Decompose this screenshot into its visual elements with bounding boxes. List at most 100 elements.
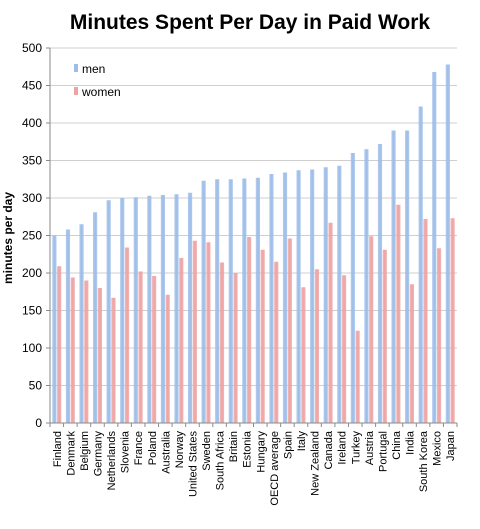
x-tick-label: Netherlands: [106, 431, 118, 491]
bar-women: [301, 287, 306, 423]
bar-women: [314, 269, 320, 423]
bar-women: [423, 219, 428, 423]
bar-women: [382, 249, 387, 423]
bar-men: [215, 179, 220, 423]
legend-label-men: men: [82, 62, 105, 76]
bar-men: [106, 200, 111, 423]
bar-men: [323, 167, 328, 423]
x-tick-labels: Finland Denmark Belgium Germany Netherlands S…: [52, 430, 457, 505]
bar-women: [436, 248, 442, 423]
bar-women: [396, 204, 401, 423]
y-tick-label: 350: [22, 154, 42, 168]
x-tick-label: Hungary: [255, 431, 267, 473]
bar-women: [84, 280, 89, 423]
bar-men: [242, 178, 247, 423]
bar-men: [160, 195, 166, 423]
bar-women: [152, 276, 157, 423]
x-tick-label: Norway: [174, 431, 186, 469]
x-tick-label: Japan: [445, 431, 457, 461]
y-tick-labels: 0 50 100 150 200 250 300 350 400 450 500: [22, 41, 42, 430]
x-tick-label: Sweden: [201, 431, 213, 471]
x-tick-label: Ireland: [337, 431, 349, 465]
x-tick-label: Mexico: [432, 431, 444, 466]
bar-men: [445, 64, 450, 423]
bar-men: [350, 153, 355, 423]
legend-swatch-women: [74, 87, 78, 95]
legend: men women: [74, 62, 121, 99]
bars: [52, 64, 455, 423]
bar-women: [219, 262, 225, 423]
bar-women: [450, 218, 455, 423]
bar-women: [341, 275, 347, 423]
bar-men: [296, 170, 301, 423]
bar-men: [133, 197, 138, 423]
bar-women: [369, 236, 374, 423]
y-tick-label: 300: [22, 191, 42, 205]
y-axis-label: minutes per day: [1, 192, 15, 284]
chart-title: Minutes Spent Per Day in Paid Work: [70, 11, 431, 34]
bar-men: [120, 198, 125, 423]
bar-women: [124, 247, 130, 423]
bar-men: [282, 172, 288, 423]
bar-men: [337, 165, 342, 423]
bar-women: [260, 249, 265, 423]
y-tick-label: 0: [35, 416, 42, 430]
x-tick-label: France: [133, 431, 145, 465]
bar-women: [111, 297, 116, 423]
bar-women: [57, 266, 62, 423]
x-tick-label: South Africa: [215, 430, 227, 490]
bar-women: [233, 273, 238, 423]
x-tick-label: Germany: [92, 431, 104, 477]
bar-men: [418, 106, 423, 423]
bar-women: [179, 258, 184, 423]
bar-men: [174, 194, 179, 423]
y-tick-label: 50: [29, 379, 43, 393]
bar-men: [377, 144, 383, 423]
x-tick-label: Britain: [228, 431, 240, 462]
bar-men: [432, 72, 437, 423]
axes: [49, 48, 458, 427]
legend-label-women: women: [81, 85, 121, 99]
x-tick-label: Turkey: [350, 431, 362, 465]
y-tick-label: 500: [22, 41, 42, 55]
x-tick-label: China: [391, 430, 403, 460]
y-tick-label: 250: [22, 229, 42, 243]
bar-women: [409, 284, 415, 423]
bar-men: [147, 195, 152, 423]
y-tick-label: 150: [22, 304, 42, 318]
x-tick-label: Portugal: [377, 431, 389, 472]
bar-men: [255, 177, 260, 423]
x-tick-label: Australia: [160, 430, 172, 474]
bar-women: [247, 237, 252, 423]
x-tick-label: South Korea: [418, 430, 430, 492]
bar-men: [201, 180, 206, 423]
bar-men: [269, 174, 274, 423]
bar-men: [228, 179, 233, 423]
bar-men: [187, 192, 193, 423]
x-tick-label: Finland: [52, 431, 64, 467]
x-tick-label: Denmark: [65, 431, 77, 476]
bar-women: [287, 238, 292, 423]
bar-women: [274, 261, 279, 423]
x-tick-label: Spain: [282, 431, 294, 459]
y-tick-label: 100: [22, 341, 42, 355]
x-tick-label: India: [405, 430, 417, 455]
x-tick-label: Canada: [323, 430, 335, 469]
bar-men: [364, 149, 369, 423]
bar-women: [192, 240, 197, 423]
bar-women: [138, 271, 143, 423]
x-tick-label: OECD average: [269, 431, 281, 506]
x-tick-label: United States: [187, 431, 199, 498]
x-tick-label: Poland: [147, 431, 159, 465]
bar-women: [165, 294, 170, 423]
bar-men: [405, 130, 410, 423]
bar-women: [206, 242, 211, 423]
bar-men: [65, 229, 71, 423]
bar-men: [79, 224, 84, 423]
gridlines: [46, 47, 457, 424]
bar-men: [92, 212, 98, 423]
x-tick-label: Estonia: [242, 430, 254, 468]
bar-men: [310, 169, 315, 423]
